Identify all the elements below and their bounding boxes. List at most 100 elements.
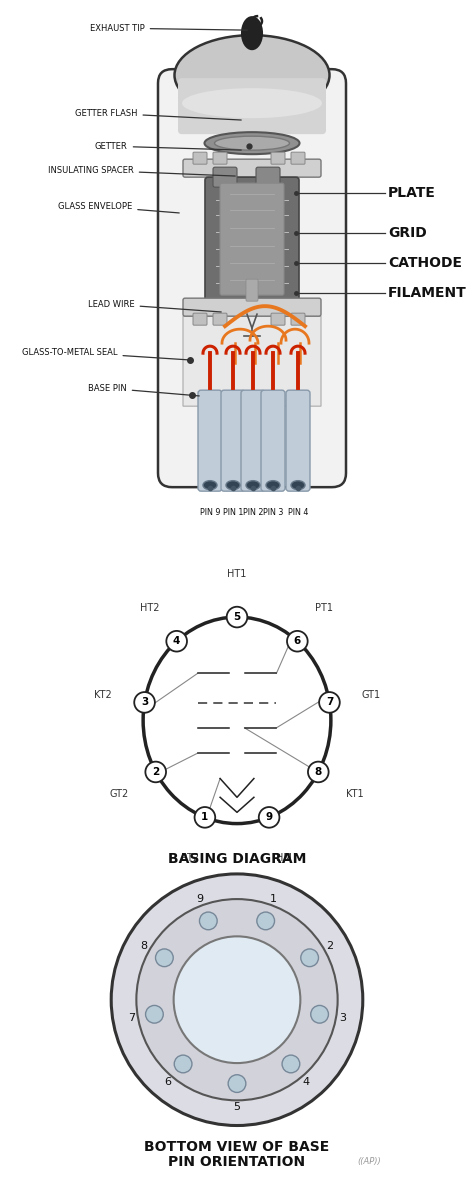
Text: 5: 5 (233, 613, 241, 622)
FancyBboxPatch shape (213, 313, 227, 325)
Text: 8: 8 (315, 767, 322, 777)
Circle shape (137, 899, 337, 1100)
Text: PIN 1: PIN 1 (223, 508, 243, 517)
Circle shape (200, 912, 217, 929)
FancyBboxPatch shape (183, 159, 321, 177)
Circle shape (282, 1055, 300, 1073)
Text: CATHODE: CATHODE (388, 256, 462, 270)
Circle shape (134, 691, 155, 713)
FancyBboxPatch shape (183, 316, 321, 406)
Text: 5: 5 (234, 1103, 240, 1112)
FancyBboxPatch shape (205, 177, 299, 303)
Circle shape (146, 762, 166, 782)
FancyBboxPatch shape (221, 390, 245, 491)
Text: 9: 9 (197, 894, 204, 904)
Circle shape (257, 912, 274, 929)
FancyBboxPatch shape (213, 167, 237, 187)
Circle shape (173, 937, 301, 1063)
FancyBboxPatch shape (271, 313, 285, 325)
Text: PLATE: PLATE (388, 186, 436, 200)
Text: GLASS-TO-METAL SEAL: GLASS-TO-METAL SEAL (22, 348, 190, 360)
Text: 7: 7 (326, 697, 333, 708)
Circle shape (194, 807, 215, 828)
Text: 1: 1 (270, 894, 277, 904)
Text: 7: 7 (128, 1013, 135, 1024)
FancyBboxPatch shape (213, 152, 227, 164)
Text: KT1: KT1 (346, 788, 364, 799)
Text: ((AP)): ((AP)) (357, 1157, 381, 1166)
Text: GT1: GT1 (362, 690, 381, 700)
Text: GETTER FLASH: GETTER FLASH (75, 108, 241, 120)
FancyBboxPatch shape (261, 390, 285, 491)
FancyBboxPatch shape (193, 152, 207, 164)
Text: PT2: PT2 (182, 853, 200, 863)
FancyBboxPatch shape (291, 152, 305, 164)
Text: FILAMENT: FILAMENT (388, 286, 467, 300)
Text: HT1: HT1 (228, 569, 246, 578)
FancyBboxPatch shape (241, 390, 265, 491)
Text: INSULATING SPACER: INSULATING SPACER (48, 166, 235, 176)
Text: BASING DIAGRAM: BASING DIAGRAM (168, 852, 306, 866)
Circle shape (259, 807, 280, 828)
Circle shape (174, 1055, 192, 1073)
Text: PT1: PT1 (316, 603, 334, 613)
FancyBboxPatch shape (246, 279, 258, 302)
Ellipse shape (246, 481, 260, 490)
Circle shape (308, 762, 328, 782)
Text: 9: 9 (265, 813, 273, 822)
Ellipse shape (226, 481, 240, 490)
Ellipse shape (203, 481, 217, 490)
Text: LEAD WIRE: LEAD WIRE (88, 299, 221, 312)
Text: 8: 8 (140, 941, 147, 951)
Circle shape (111, 874, 363, 1125)
Text: KT2: KT2 (94, 690, 112, 700)
FancyBboxPatch shape (158, 70, 346, 488)
Text: 2: 2 (152, 767, 159, 777)
Ellipse shape (182, 88, 322, 118)
Circle shape (301, 949, 319, 967)
Text: 6: 6 (164, 1077, 172, 1087)
Text: 3: 3 (339, 1013, 346, 1024)
Circle shape (227, 607, 247, 628)
Ellipse shape (266, 481, 280, 490)
Circle shape (146, 1006, 163, 1024)
Text: PIN 2: PIN 2 (243, 508, 263, 517)
FancyBboxPatch shape (286, 390, 310, 491)
Circle shape (155, 949, 173, 967)
FancyBboxPatch shape (198, 390, 222, 491)
Text: GLASS ENVELOPE: GLASS ENVELOPE (58, 201, 179, 213)
Ellipse shape (291, 481, 305, 490)
FancyBboxPatch shape (291, 313, 305, 325)
Ellipse shape (204, 132, 300, 154)
Circle shape (311, 1006, 328, 1024)
Ellipse shape (242, 18, 262, 49)
Text: HM: HM (275, 853, 292, 863)
FancyBboxPatch shape (271, 152, 285, 164)
Text: GETTER: GETTER (95, 141, 241, 151)
Text: PIN 9: PIN 9 (200, 508, 220, 517)
Ellipse shape (174, 35, 329, 115)
Text: 3: 3 (141, 697, 148, 708)
FancyBboxPatch shape (183, 298, 321, 316)
Text: 6: 6 (294, 636, 301, 647)
FancyBboxPatch shape (256, 167, 280, 187)
Circle shape (319, 691, 340, 713)
Text: GT2: GT2 (109, 788, 129, 799)
Circle shape (166, 631, 187, 651)
FancyBboxPatch shape (193, 313, 207, 325)
Text: PIN 4: PIN 4 (288, 508, 308, 517)
FancyBboxPatch shape (178, 78, 326, 134)
Text: EXHAUST TIP: EXHAUST TIP (90, 24, 247, 33)
Text: 1: 1 (201, 813, 209, 822)
Text: PIN 3: PIN 3 (263, 508, 283, 517)
Ellipse shape (215, 137, 290, 150)
Text: BOTTOM VIEW OF BASE: BOTTOM VIEW OF BASE (145, 1140, 329, 1154)
Text: 2: 2 (327, 941, 334, 951)
Text: HT2: HT2 (140, 603, 159, 613)
FancyBboxPatch shape (220, 183, 284, 296)
Circle shape (287, 631, 308, 651)
Circle shape (228, 1074, 246, 1092)
Text: 4: 4 (302, 1077, 310, 1087)
Text: BASE PIN: BASE PIN (88, 384, 199, 396)
Text: PIN ORIENTATION: PIN ORIENTATION (168, 1154, 306, 1169)
